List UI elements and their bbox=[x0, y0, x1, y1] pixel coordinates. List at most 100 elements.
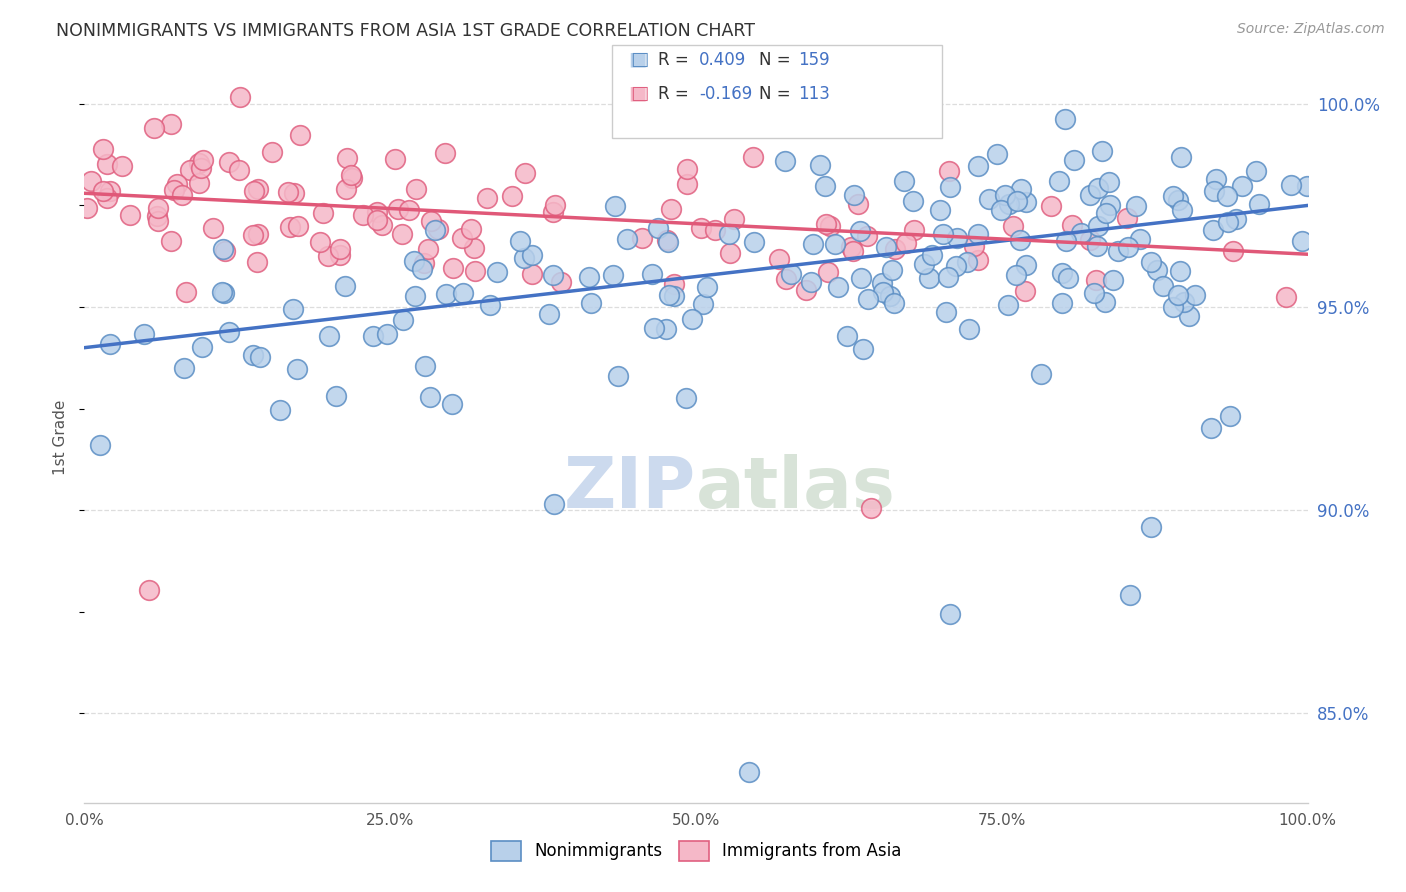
Point bbox=[1202, 184, 1225, 198]
Point bbox=[537, 307, 560, 321]
Point bbox=[160, 234, 183, 248]
Point bbox=[1008, 233, 1031, 247]
Point bbox=[308, 235, 330, 250]
Point bbox=[1225, 212, 1247, 227]
Point bbox=[990, 202, 1012, 217]
Point bbox=[967, 227, 990, 242]
Point bbox=[849, 223, 872, 237]
Point bbox=[513, 251, 536, 265]
Point bbox=[1095, 206, 1118, 220]
Point bbox=[1116, 211, 1139, 225]
Point bbox=[211, 242, 233, 256]
Point bbox=[883, 296, 905, 310]
Point bbox=[742, 150, 765, 164]
Point bbox=[1083, 285, 1105, 300]
Point bbox=[191, 341, 214, 355]
Point bbox=[464, 264, 486, 278]
Point bbox=[824, 237, 846, 252]
Point bbox=[391, 227, 413, 241]
Point bbox=[1029, 367, 1052, 381]
Text: 159: 159 bbox=[799, 51, 830, 69]
Point bbox=[433, 146, 456, 161]
Point bbox=[846, 197, 869, 211]
Point bbox=[914, 256, 936, 270]
Point bbox=[260, 145, 283, 160]
Point bbox=[366, 213, 388, 227]
Point bbox=[1184, 288, 1206, 302]
Point bbox=[631, 230, 654, 244]
Point bbox=[402, 254, 425, 268]
Point bbox=[1167, 193, 1189, 207]
Point bbox=[967, 252, 990, 267]
Point bbox=[606, 368, 628, 383]
Point bbox=[418, 243, 440, 257]
Point bbox=[1057, 270, 1080, 285]
Point bbox=[146, 201, 169, 215]
Point bbox=[316, 250, 339, 264]
Point bbox=[434, 287, 457, 301]
Point bbox=[939, 180, 962, 194]
Point bbox=[353, 208, 375, 222]
Point bbox=[242, 348, 264, 362]
Point bbox=[98, 184, 121, 198]
Point bbox=[246, 255, 269, 269]
Point bbox=[1218, 215, 1240, 229]
Point bbox=[664, 277, 686, 291]
Point bbox=[808, 158, 831, 172]
Point bbox=[413, 256, 436, 270]
Point bbox=[451, 285, 474, 300]
Text: 113: 113 bbox=[799, 85, 831, 103]
Point bbox=[214, 244, 236, 258]
Point bbox=[339, 168, 361, 182]
Point bbox=[696, 280, 718, 294]
Point bbox=[146, 213, 169, 227]
Point bbox=[312, 205, 335, 219]
Point bbox=[89, 438, 111, 452]
Point bbox=[742, 235, 765, 249]
Point bbox=[643, 321, 665, 335]
Point bbox=[1015, 259, 1038, 273]
Point bbox=[1040, 199, 1063, 213]
Point bbox=[1107, 244, 1129, 259]
Point bbox=[676, 162, 699, 177]
Point bbox=[188, 156, 211, 170]
Point bbox=[543, 497, 565, 511]
Point bbox=[1291, 234, 1313, 248]
Point bbox=[392, 312, 415, 326]
Point bbox=[329, 248, 352, 262]
Point bbox=[398, 202, 420, 217]
Point bbox=[404, 289, 426, 303]
Point bbox=[174, 285, 197, 299]
Point bbox=[938, 607, 960, 621]
Point bbox=[818, 219, 841, 233]
Point bbox=[979, 192, 1001, 206]
Point bbox=[967, 159, 990, 173]
Point bbox=[188, 176, 211, 190]
Point bbox=[96, 191, 118, 205]
Point bbox=[1014, 284, 1036, 298]
Point bbox=[277, 186, 299, 200]
Point bbox=[375, 327, 398, 342]
Point bbox=[1099, 198, 1122, 212]
Point bbox=[363, 329, 385, 343]
Point bbox=[509, 234, 531, 248]
Point bbox=[1050, 296, 1073, 310]
Point bbox=[520, 267, 543, 281]
Point bbox=[146, 210, 169, 224]
Point bbox=[329, 242, 352, 256]
Point bbox=[441, 397, 464, 411]
Point bbox=[80, 174, 103, 188]
Point bbox=[242, 227, 264, 242]
Point bbox=[956, 255, 979, 269]
Point bbox=[427, 222, 450, 236]
Point bbox=[550, 275, 572, 289]
Point bbox=[1060, 219, 1083, 233]
Point bbox=[929, 203, 952, 218]
Point bbox=[520, 248, 543, 262]
Point bbox=[817, 265, 839, 279]
Point bbox=[501, 189, 523, 203]
Point bbox=[218, 155, 240, 169]
Point bbox=[849, 271, 872, 285]
Point bbox=[692, 297, 714, 311]
Point bbox=[814, 179, 837, 194]
